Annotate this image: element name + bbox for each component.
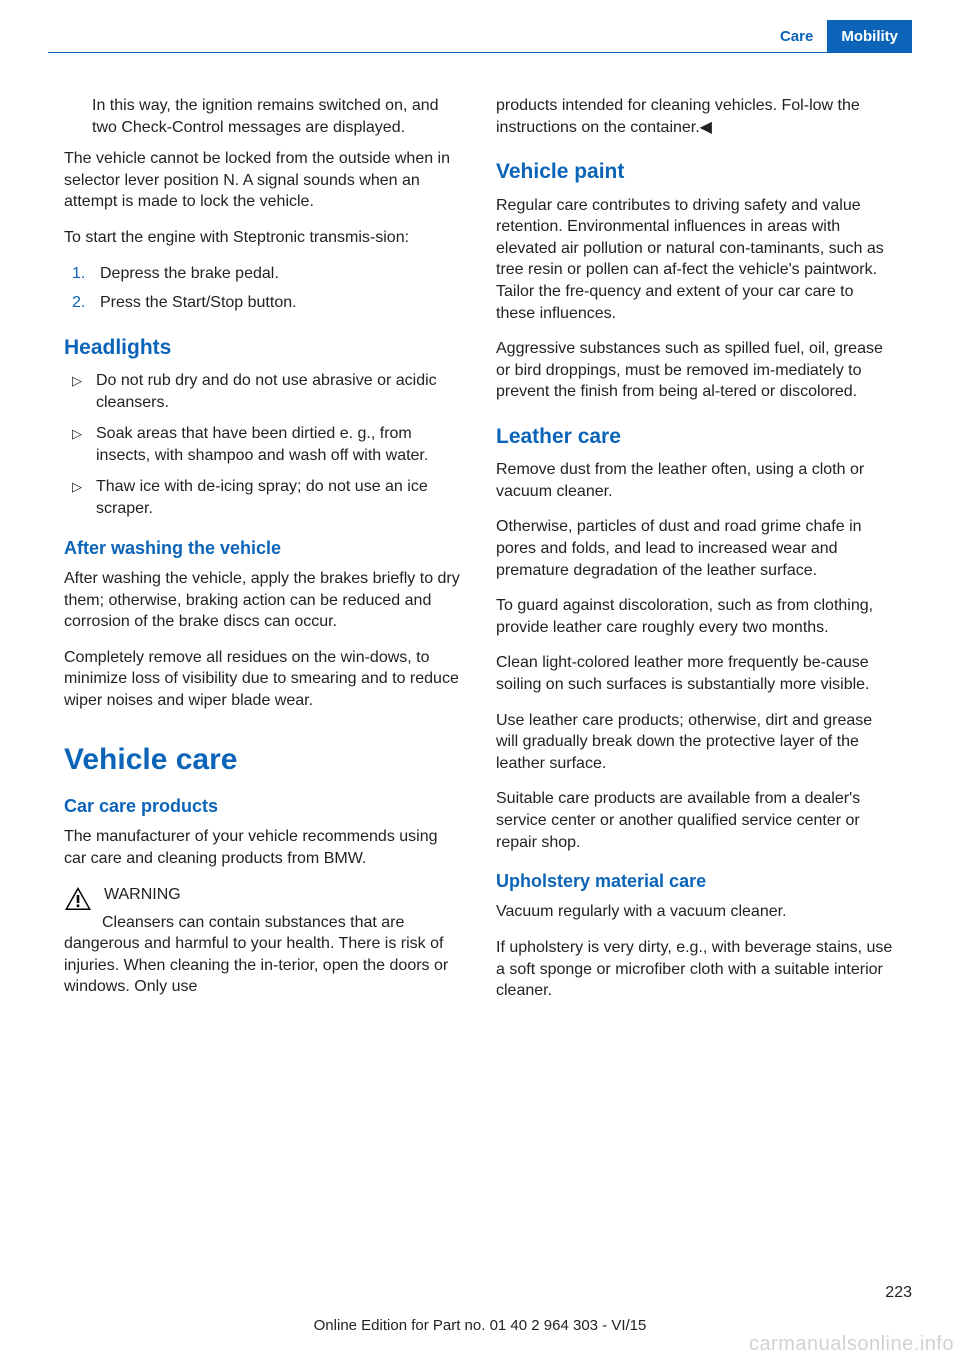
body-text: To guard against discoloration, such as … [496,595,896,638]
bullet-item: ▷ Do not rub dry and do not use abrasive… [72,370,464,413]
body-text: Otherwise, particles of dust and road gr… [496,516,896,581]
heading-headlights: Headlights [64,334,464,362]
warning-text: Cleansers can contain substances that ar… [64,912,464,998]
warning-box: WARNING [64,884,464,912]
list-text: Press the Start/Stop button. [100,292,297,314]
warning-icon [64,886,92,912]
ordered-list-item: 2. Press the Start/Stop button. [72,292,464,314]
body-text: Regular care contributes to driving safe… [496,195,896,325]
list-number: 1. [72,263,90,285]
page-body: In this way, the ignition remains switch… [64,95,896,1016]
heading-vehicle-care: Vehicle care [64,740,464,781]
list-text: Do not rub dry and do not use abrasive o… [96,370,464,413]
warning-body: Cleansers can contain substances that ar… [64,914,448,996]
bullet-icon: ▷ [72,423,86,466]
list-text: Depress the brake pedal. [100,263,279,285]
page-number: 223 [885,1284,912,1302]
body-text: To start the engine with Steptronic tran… [64,227,464,249]
list-text: Soak areas that have been dirtied e. g.,… [96,423,464,466]
header-tabs: Care Mobility [766,20,912,53]
tab-mobility: Mobility [827,20,912,53]
heading-car-care-products: Car care products [64,794,464,818]
bullet-item: ▷ Thaw ice with de-icing spray; do not u… [72,476,464,519]
body-text: Suitable care products are available fro… [496,788,896,853]
bullet-icon: ▷ [72,476,86,519]
heading-vehicle-paint: Vehicle paint [496,158,896,186]
body-text: products intended for cleaning vehicles.… [496,95,896,138]
body-text: Aggressive substances such as spilled fu… [496,338,896,403]
bullet-item: ▷ Soak areas that have been dirtied e. g… [72,423,464,466]
body-text: Remove dust from the leather often, usin… [496,459,896,502]
body-text: Vacuum regularly with a vacuum cleaner. [496,901,896,923]
heading-after-washing: After washing the vehicle [64,536,464,560]
body-text: Clean light-colored leather more frequen… [496,652,896,695]
warning-label: WARNING [104,884,181,906]
heading-upholstery: Upholstery material care [496,869,896,893]
list-number: 2. [72,292,90,314]
body-text: The vehicle cannot be locked from the ou… [64,148,464,213]
body-text: Completely remove all residues on the wi… [64,647,464,712]
list-text: Thaw ice with de-icing spray; do not use… [96,476,464,519]
warning-content: WARNING [104,884,181,912]
bullet-icon: ▷ [72,370,86,413]
body-text: The manufacturer of your vehicle recomme… [64,826,464,869]
heading-leather-care: Leather care [496,423,896,451]
header-separator [48,52,912,53]
body-text: Use leather care products; otherwise, di… [496,710,896,775]
footer-text: Online Edition for Part no. 01 40 2 964 … [0,1317,960,1334]
body-text: In this way, the ignition remains switch… [92,95,464,138]
right-column: products intended for cleaning vehicles.… [496,95,896,1016]
watermark: carmanualsonline.info [749,1333,954,1356]
tab-care: Care [766,20,827,53]
left-column: In this way, the ignition remains switch… [64,95,464,1016]
body-text: After washing the vehicle, apply the bra… [64,568,464,633]
body-text: If upholstery is very dirty, e.g., with … [496,937,896,1002]
ordered-list-item: 1. Depress the brake pedal. [72,263,464,285]
